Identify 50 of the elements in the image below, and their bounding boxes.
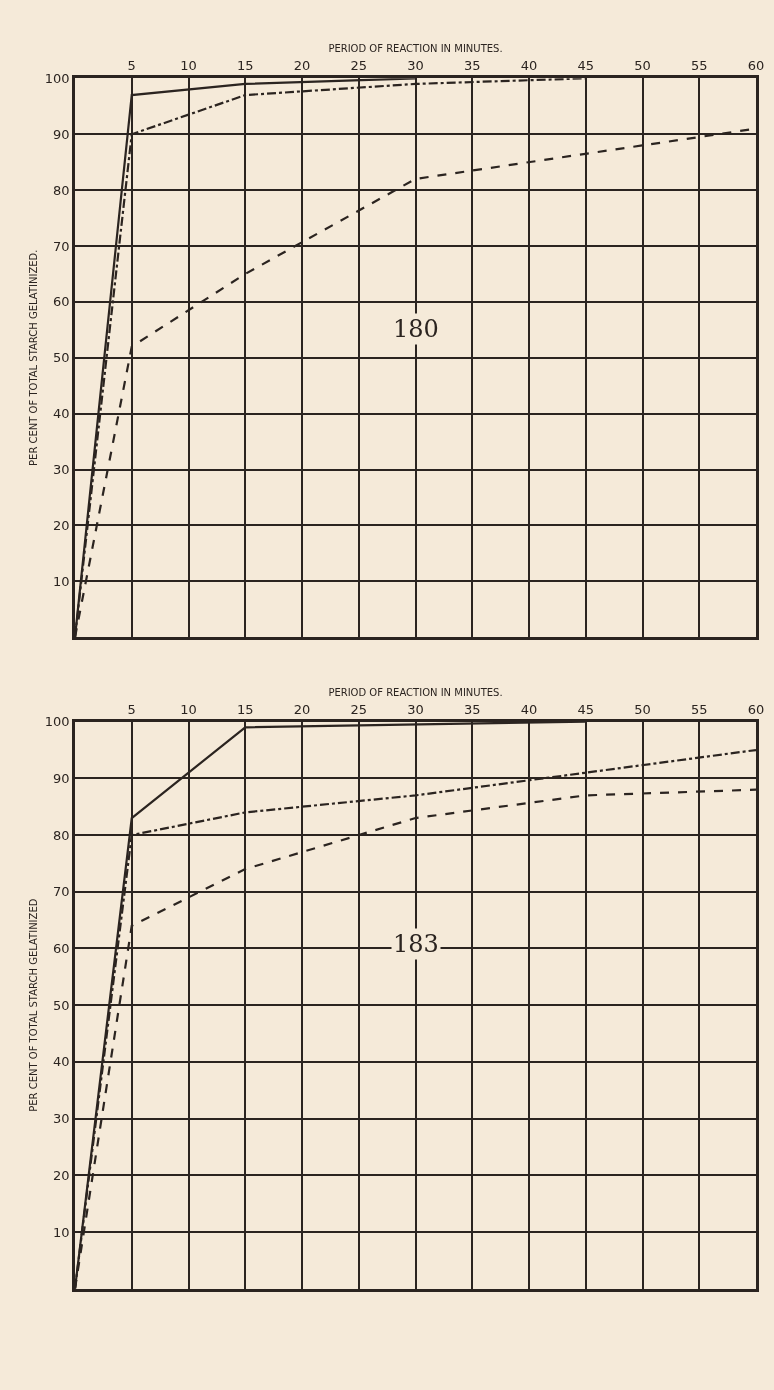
y-tick-label: 100 bbox=[44, 70, 70, 86]
y-tick-label: 10 bbox=[53, 1224, 70, 1240]
x-tick-label: 35 bbox=[463, 701, 481, 717]
x-tick-label: 25 bbox=[350, 58, 368, 74]
x-tick-label: 30 bbox=[407, 58, 424, 74]
x-tick-label: 5 bbox=[127, 701, 136, 717]
y-tick-label: 30 bbox=[53, 462, 70, 478]
annotation: 183 bbox=[393, 930, 439, 958]
y-tick-label: 100 bbox=[44, 714, 70, 730]
x-tick-label: 45 bbox=[577, 701, 595, 717]
x-tick-label: 55 bbox=[690, 701, 708, 717]
y-tick-label: 90 bbox=[53, 126, 70, 142]
x-tick-label: 5 bbox=[127, 58, 136, 74]
x-tick-label: 60 bbox=[747, 701, 765, 717]
y-tick-label: 70 bbox=[53, 238, 70, 254]
x-tick-label: 30 bbox=[407, 701, 424, 717]
x-tick-label: 25 bbox=[350, 701, 368, 717]
y-tick-label: 50 bbox=[53, 350, 70, 366]
y-tick-label: 50 bbox=[53, 997, 70, 1013]
y-tick-label: 80 bbox=[53, 827, 70, 843]
x-tick-label: 50 bbox=[634, 58, 651, 74]
y-tick-label: 10 bbox=[53, 573, 70, 589]
x-tick-label: 40 bbox=[520, 701, 538, 717]
y-tick-label: 60 bbox=[53, 941, 70, 957]
x-tick-label: 55 bbox=[690, 58, 708, 74]
y-tick-label: 90 bbox=[53, 770, 70, 786]
annotation: 180 bbox=[393, 315, 439, 343]
x-tick-label: 15 bbox=[236, 58, 254, 74]
y-tick-label: 40 bbox=[53, 1054, 70, 1070]
x-tick-label: 10 bbox=[180, 58, 197, 74]
y-tick-label: 20 bbox=[53, 1167, 70, 1183]
x-tick-label: 45 bbox=[577, 58, 595, 74]
x-tick-label: 40 bbox=[520, 58, 538, 74]
y-tick-label: 40 bbox=[53, 406, 70, 422]
x-axis-title: PERIOD OF REACTION IN MINUTES. bbox=[328, 686, 503, 698]
y-tick-label: 20 bbox=[53, 517, 70, 533]
x-tick-label: 20 bbox=[293, 701, 311, 717]
y-axis-title: PER CENT OF TOTAL STARCH GELATINIZED bbox=[27, 898, 39, 1112]
y-tick-label: 30 bbox=[53, 1111, 70, 1127]
y-tick-label: 60 bbox=[53, 294, 70, 310]
x-tick-label: 50 bbox=[634, 701, 651, 717]
x-tick-label: 60 bbox=[747, 58, 765, 74]
y-tick-label: 70 bbox=[53, 884, 70, 900]
x-axis-title: PERIOD OF REACTION IN MINUTES. bbox=[328, 43, 503, 55]
x-tick-label: 20 bbox=[293, 58, 311, 74]
x-tick-label: 35 bbox=[463, 58, 481, 74]
y-axis-title: PER CENT OF TOTAL STARCH GELATINIZED. bbox=[27, 249, 39, 466]
x-tick-label: 15 bbox=[236, 701, 254, 717]
x-tick-label: 10 bbox=[180, 701, 197, 717]
y-tick-label: 80 bbox=[53, 182, 70, 198]
